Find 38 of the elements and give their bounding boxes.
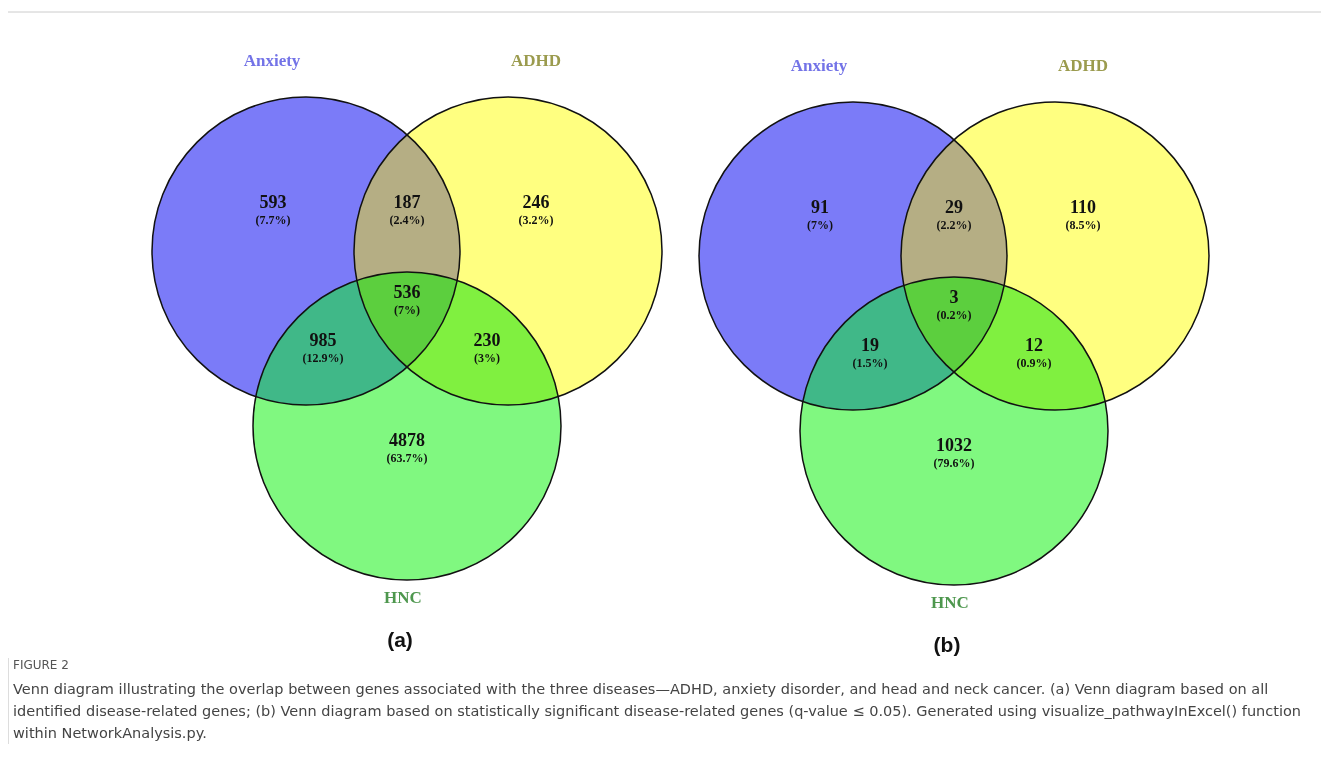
text: (7%): [394, 303, 420, 317]
text: (3.2%): [518, 213, 554, 227]
text: Venn diagram illustrating the overlap between genes associated with the three diseases—ADHD, anxiety disorder, and head and neck cancer. (a) Venn diagram based on all identified disease-related genes; (b) Venn diagram based on statistically significant disease-related genes (q-value ≤ 0.05). Generated using visualize_pathwayInExcel() function within NetworkAnalysis.py.: [13, 680, 1303, 743]
text: (2.2%): [936, 218, 972, 232]
text: ADHD: [1057, 56, 1109, 75]
data-label: 91: [811, 197, 829, 217]
text: (b): [933, 633, 961, 656]
data-label: 536: [393, 282, 421, 302]
text: (3%): [474, 351, 500, 365]
text: HNC: [931, 593, 969, 612]
text: (2.4%): [389, 213, 425, 227]
text: HNC: [384, 588, 422, 607]
text: Anxiety: [790, 56, 848, 75]
text: (12.9%): [302, 351, 344, 365]
data-label: 3: [949, 287, 959, 307]
data-label: 1032: [936, 435, 972, 455]
data-label: 12: [1025, 335, 1043, 355]
caption: FIGURE 2: [13, 658, 70, 672]
data-label: 246: [522, 192, 550, 212]
data-label: 187: [393, 192, 421, 212]
text: (63.7%): [386, 451, 428, 465]
text: (7.7%): [255, 213, 291, 227]
data-label: 230: [473, 330, 501, 350]
data-label: 985: [309, 330, 337, 350]
text: (79.6%): [933, 456, 975, 470]
text: (7%): [807, 218, 833, 232]
data-label: 19: [861, 335, 879, 355]
text: ADHD: [510, 51, 562, 70]
data-label: 4878: [389, 430, 425, 450]
data-label: 29: [945, 197, 963, 217]
text: (1.5%): [852, 356, 888, 370]
text: (0.2%): [936, 308, 972, 322]
text: (8.5%): [1065, 218, 1101, 232]
data-label: 110: [1069, 197, 1097, 217]
data-label: 593: [259, 192, 287, 212]
text: (0.9%): [1016, 356, 1052, 370]
text: Anxiety: [243, 51, 301, 70]
text: (a): [387, 628, 413, 651]
